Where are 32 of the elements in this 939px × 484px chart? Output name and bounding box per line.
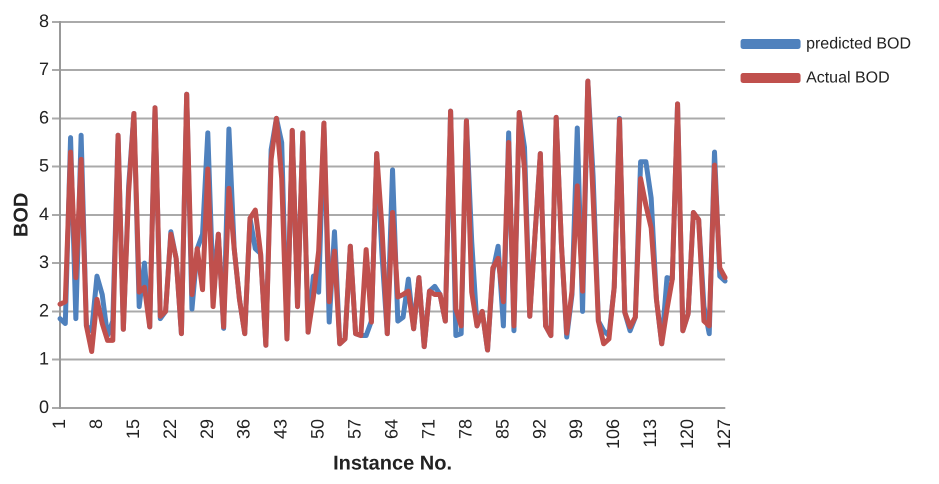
x-tick-label: 1 [48,418,69,429]
y-axis-title: BOD [10,192,33,238]
x-tick-label: 113 [640,418,660,448]
x-tick-label: 15 [122,418,143,439]
y-tick-label: 7 [38,59,50,80]
y-tick-label: 0 [38,396,50,417]
y-tick-label: 2 [38,300,50,320]
x-tick-label: 85 [492,418,512,439]
y-tick-label: 1 [38,348,50,369]
x-tick-label: 29 [196,418,217,439]
y-tick-label: 3 [38,252,50,272]
legend-label: Actual BOD [806,69,890,86]
y-tick-label: 5 [38,156,50,176]
x-tick-label: 50 [308,418,328,439]
x-tick-label: 71 [418,418,438,439]
x-tick-label: 127 [714,418,734,450]
x-tick-label: 64 [382,418,402,439]
y-tick-label: 4 [38,204,50,224]
x-tick-label: 36 [234,418,254,439]
x-tick-label: 43 [270,418,291,439]
legend-label: predicted BOD [806,35,911,52]
x-tick-label: 106 [603,418,624,450]
x-tick-label: 99 [566,418,586,439]
x-tick-label: 8 [86,418,106,429]
x-tick-label: 120 [677,418,698,450]
x-axis-title: Instance No. [333,452,452,475]
y-tick-label: 6 [38,107,50,128]
x-tick-label: 57 [344,418,365,439]
x-tick-label: 22 [160,418,180,439]
y-tick-label: 8 [38,10,50,31]
x-tick-label: 78 [455,418,476,439]
x-tick-label: 92 [529,418,550,439]
